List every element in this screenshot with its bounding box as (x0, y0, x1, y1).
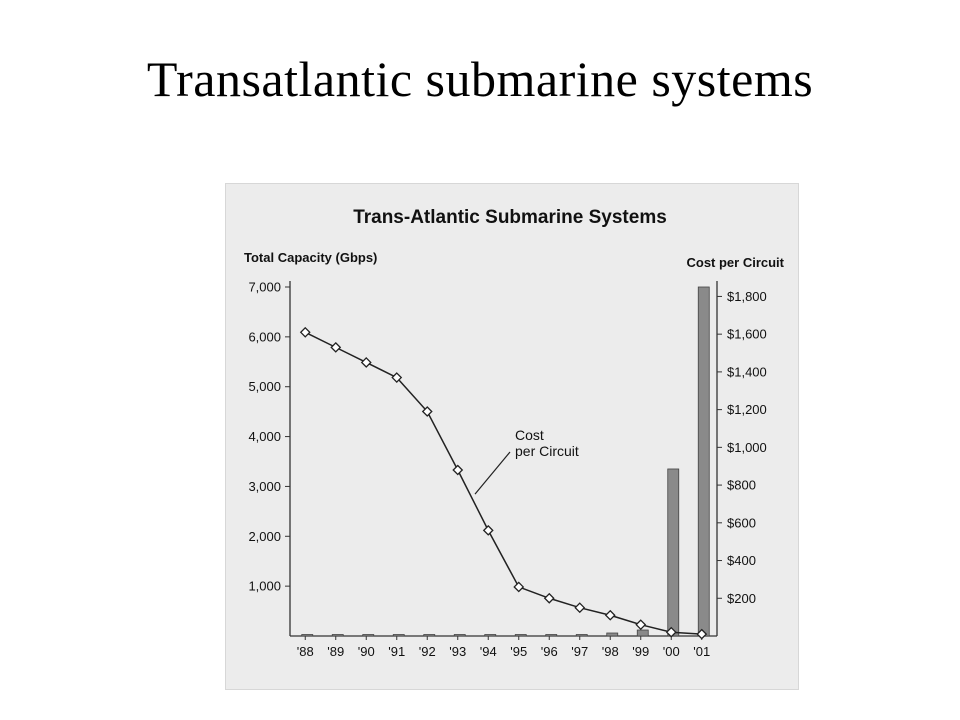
capacity-bar (423, 634, 436, 637)
x-tick-label: '89 (327, 644, 344, 659)
y-left-tick-label: 7,000 (248, 280, 281, 295)
capacity-bar (575, 634, 588, 637)
capacity-bar (606, 632, 619, 637)
x-tick-label: '93 (449, 644, 466, 659)
cost-per-circuit-line (304, 331, 702, 635)
x-tick-label: '01 (693, 644, 710, 659)
capacity-bar (667, 468, 680, 637)
x-tick-label: '94 (480, 644, 497, 659)
y-left-tick-label: 3,000 (248, 479, 281, 494)
capacity-bar (331, 634, 344, 637)
cost-marker (543, 592, 555, 604)
cost-marker (299, 326, 311, 338)
cost-marker (360, 357, 372, 368)
annotation-pointer (474, 451, 511, 495)
axes (285, 281, 722, 640)
x-tick-label: '90 (358, 644, 375, 659)
cost-marker (452, 464, 464, 476)
y-left-tick-label: 5,000 (248, 379, 281, 394)
capacity-bar (362, 634, 375, 637)
cost-marker (482, 524, 494, 536)
capacity-bar (514, 634, 527, 637)
chart-title: Trans-Atlantic Submarine Systems (353, 207, 667, 228)
y-left-tick-label: 6,000 (248, 329, 281, 344)
cost-line (299, 326, 708, 640)
y-right-tick-label: $400 (727, 553, 756, 568)
y-right-tick-label: $800 (727, 478, 756, 493)
capacity-bar (697, 286, 710, 637)
capacity-bar (636, 629, 649, 637)
bars (301, 286, 710, 637)
capacity-bar (392, 634, 405, 637)
cost-marker (513, 581, 525, 593)
cost-marker (604, 609, 616, 621)
chart-svg: Trans-Atlantic Submarine Systems Total C… (244, 207, 785, 660)
y-right-tick-label: $1,400 (727, 364, 767, 379)
x-tick-label: '00 (663, 644, 680, 659)
y-left-tick-label: 4,000 (248, 429, 281, 444)
y-right-tick-label: $200 (727, 591, 756, 606)
cost-marker (696, 628, 708, 640)
chart-figure: Trans-Atlantic Submarine Systems Total C… (225, 183, 799, 690)
cost-marker (574, 602, 586, 614)
y-right-tick-label: $600 (727, 515, 756, 530)
annotation-text: Cost (515, 427, 544, 443)
x-tick-label: '92 (419, 644, 436, 659)
slide-title: Transatlantic submarine systems (146, 51, 814, 107)
cost-marker (391, 372, 403, 383)
y-left-tick-label: 1,000 (248, 579, 281, 594)
cost-marker (330, 341, 342, 353)
x-tick-label: '95 (510, 644, 527, 659)
x-tick-label: '97 (571, 644, 588, 659)
y-right-tick-label: $1,600 (727, 327, 767, 342)
capacity-bar (484, 634, 497, 637)
y-right-tick-label: $1,200 (727, 402, 767, 417)
cost-marker (635, 619, 647, 631)
cost-marker (421, 406, 433, 417)
capacity-bar (301, 634, 314, 637)
cost-marker (665, 626, 677, 638)
annotation-text: per Circuit (515, 443, 579, 459)
x-tick-label: '99 (632, 644, 649, 659)
tick-labels: 1,000 2,000 3,000 4,000 5,000 6,000 7,000 $200 $… (248, 280, 766, 660)
y-right-tick-label: $1,800 (727, 289, 767, 304)
capacity-bar (453, 634, 466, 637)
x-tick-label: '91 (388, 644, 405, 659)
x-tick-label: '96 (541, 644, 558, 659)
x-tick-label: '98 (602, 644, 619, 659)
y-axis-right-label: Cost per Circuit (686, 255, 784, 270)
y-axis-left-label: Total Capacity (Gbps) (244, 250, 377, 265)
capacity-bar (545, 634, 558, 637)
y-left-tick-label: 2,000 (248, 529, 281, 544)
y-right-tick-label: $1,000 (727, 440, 767, 455)
x-tick-label: '88 (297, 644, 314, 659)
